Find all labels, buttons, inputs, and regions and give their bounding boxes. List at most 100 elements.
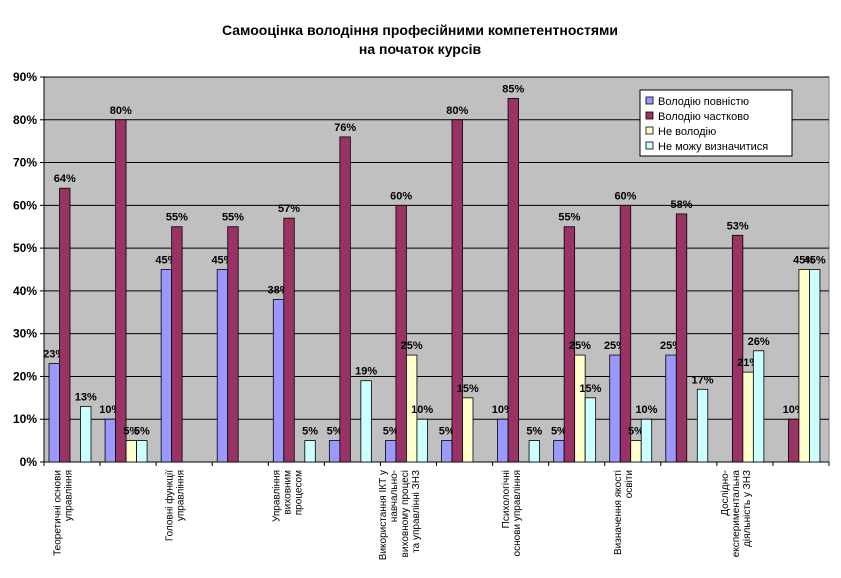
data-label: 5% bbox=[123, 426, 139, 438]
bar bbox=[406, 354, 418, 463]
category-label-line: діяльність у ЗНЗ bbox=[742, 470, 753, 547]
category-label-line: Дослідно- bbox=[720, 470, 731, 516]
category-label: Теоретичні основи управління bbox=[53, 470, 75, 556]
data-label: 5% bbox=[302, 426, 318, 438]
bar bbox=[752, 350, 765, 463]
data-label: 80% bbox=[110, 105, 132, 117]
data-label: 5% bbox=[526, 426, 542, 438]
data-label: 5% bbox=[628, 426, 644, 438]
category-label-line: Управління bbox=[271, 470, 282, 522]
bar bbox=[304, 440, 316, 463]
bar bbox=[441, 440, 453, 463]
data-label: 85% bbox=[502, 83, 524, 95]
data-label: 45% bbox=[793, 255, 815, 267]
bar bbox=[497, 418, 509, 463]
y-tick-label: 20% bbox=[13, 369, 37, 383]
data-label: 17% bbox=[692, 374, 714, 386]
bar bbox=[451, 119, 463, 463]
bar bbox=[59, 187, 71, 463]
bar bbox=[125, 440, 137, 463]
category-label-line: виховному процесі bbox=[400, 470, 411, 557]
bar bbox=[360, 380, 372, 463]
data-label: 19% bbox=[355, 366, 377, 378]
y-tick-label: 90% bbox=[13, 70, 37, 84]
category-label-line: Теоретичні основи bbox=[53, 470, 64, 556]
legend-swatch bbox=[645, 126, 654, 135]
bar bbox=[462, 397, 474, 463]
bar bbox=[507, 97, 519, 463]
y-tick-label: 50% bbox=[13, 241, 37, 255]
bar bbox=[171, 226, 183, 463]
data-label: 55% bbox=[222, 212, 244, 224]
data-label: 53% bbox=[727, 220, 749, 232]
data-label: 60% bbox=[390, 190, 412, 202]
bar bbox=[216, 269, 229, 463]
bar bbox=[395, 204, 407, 463]
data-label: 5% bbox=[134, 426, 150, 438]
bar bbox=[665, 354, 677, 463]
bar bbox=[584, 397, 597, 463]
bar bbox=[227, 226, 239, 463]
y-tick-label: 30% bbox=[13, 327, 37, 341]
data-label: 5% bbox=[327, 426, 343, 438]
data-label: 10% bbox=[411, 404, 433, 416]
category-label-line: освіти bbox=[624, 470, 635, 498]
data-label: 58% bbox=[671, 199, 693, 211]
bar bbox=[640, 418, 653, 463]
bar bbox=[609, 354, 621, 463]
category-label-line: Використання ІКТ у bbox=[378, 470, 389, 560]
y-tick-label: 40% bbox=[13, 284, 37, 298]
data-label: 15% bbox=[579, 383, 601, 395]
bar bbox=[528, 440, 540, 463]
data-label: 55% bbox=[166, 212, 188, 224]
data-label: 10% bbox=[635, 404, 657, 416]
legend-label: Не можу визначитися bbox=[658, 141, 768, 153]
bar bbox=[104, 418, 116, 463]
category-label-line: навчально- bbox=[389, 470, 400, 522]
data-label: 15% bbox=[457, 383, 479, 395]
bar bbox=[328, 440, 341, 463]
y-tick-label: 70% bbox=[13, 156, 37, 170]
legend-label: Володію частково bbox=[658, 111, 749, 123]
data-label: 55% bbox=[558, 212, 580, 224]
legend-label: Не володію bbox=[658, 126, 716, 138]
bar bbox=[272, 299, 285, 463]
data-label: 25% bbox=[401, 340, 423, 352]
bar bbox=[563, 226, 576, 463]
y-tick-label: 60% bbox=[13, 198, 37, 212]
legend bbox=[639, 89, 793, 157]
legend-swatch bbox=[645, 96, 654, 105]
bar bbox=[48, 363, 60, 463]
category-label: Головні функції управління bbox=[164, 470, 187, 541]
data-label: 26% bbox=[748, 336, 770, 348]
bar bbox=[696, 388, 709, 463]
category-label: Управління виховним процесом bbox=[271, 470, 304, 522]
data-label: 60% bbox=[614, 190, 636, 202]
legend-label: Володію повністю bbox=[658, 96, 749, 108]
bar bbox=[283, 217, 295, 463]
category-label-line: основи управління bbox=[512, 470, 523, 556]
bar bbox=[136, 440, 148, 463]
category-label-line: виховним bbox=[282, 470, 293, 515]
bar bbox=[619, 204, 632, 463]
data-label: 64% bbox=[54, 173, 76, 185]
chart-title-line: Самооцінка володіння професійними компет… bbox=[222, 22, 618, 38]
category-label-line: управління bbox=[64, 470, 75, 521]
category-label-line: та управлінні ЗНЗ bbox=[411, 470, 422, 553]
bar bbox=[385, 440, 397, 463]
data-label: 80% bbox=[446, 105, 468, 117]
bar bbox=[731, 234, 744, 463]
bar bbox=[788, 418, 800, 463]
y-tick-label: 80% bbox=[13, 113, 37, 127]
data-label: 5% bbox=[439, 426, 455, 438]
category-label: Психологічні основи управління bbox=[501, 470, 523, 556]
data-label: 57% bbox=[278, 203, 300, 215]
y-tick-label: 10% bbox=[13, 412, 37, 426]
bar bbox=[160, 269, 173, 463]
chart-title-line: на початок курсів bbox=[359, 41, 482, 57]
category-label-line: Психологічні bbox=[501, 470, 512, 528]
bar bbox=[553, 440, 565, 463]
category-label: Дослідно-експериментальна діяльність у ЗН… bbox=[720, 470, 753, 558]
bar bbox=[115, 119, 127, 463]
